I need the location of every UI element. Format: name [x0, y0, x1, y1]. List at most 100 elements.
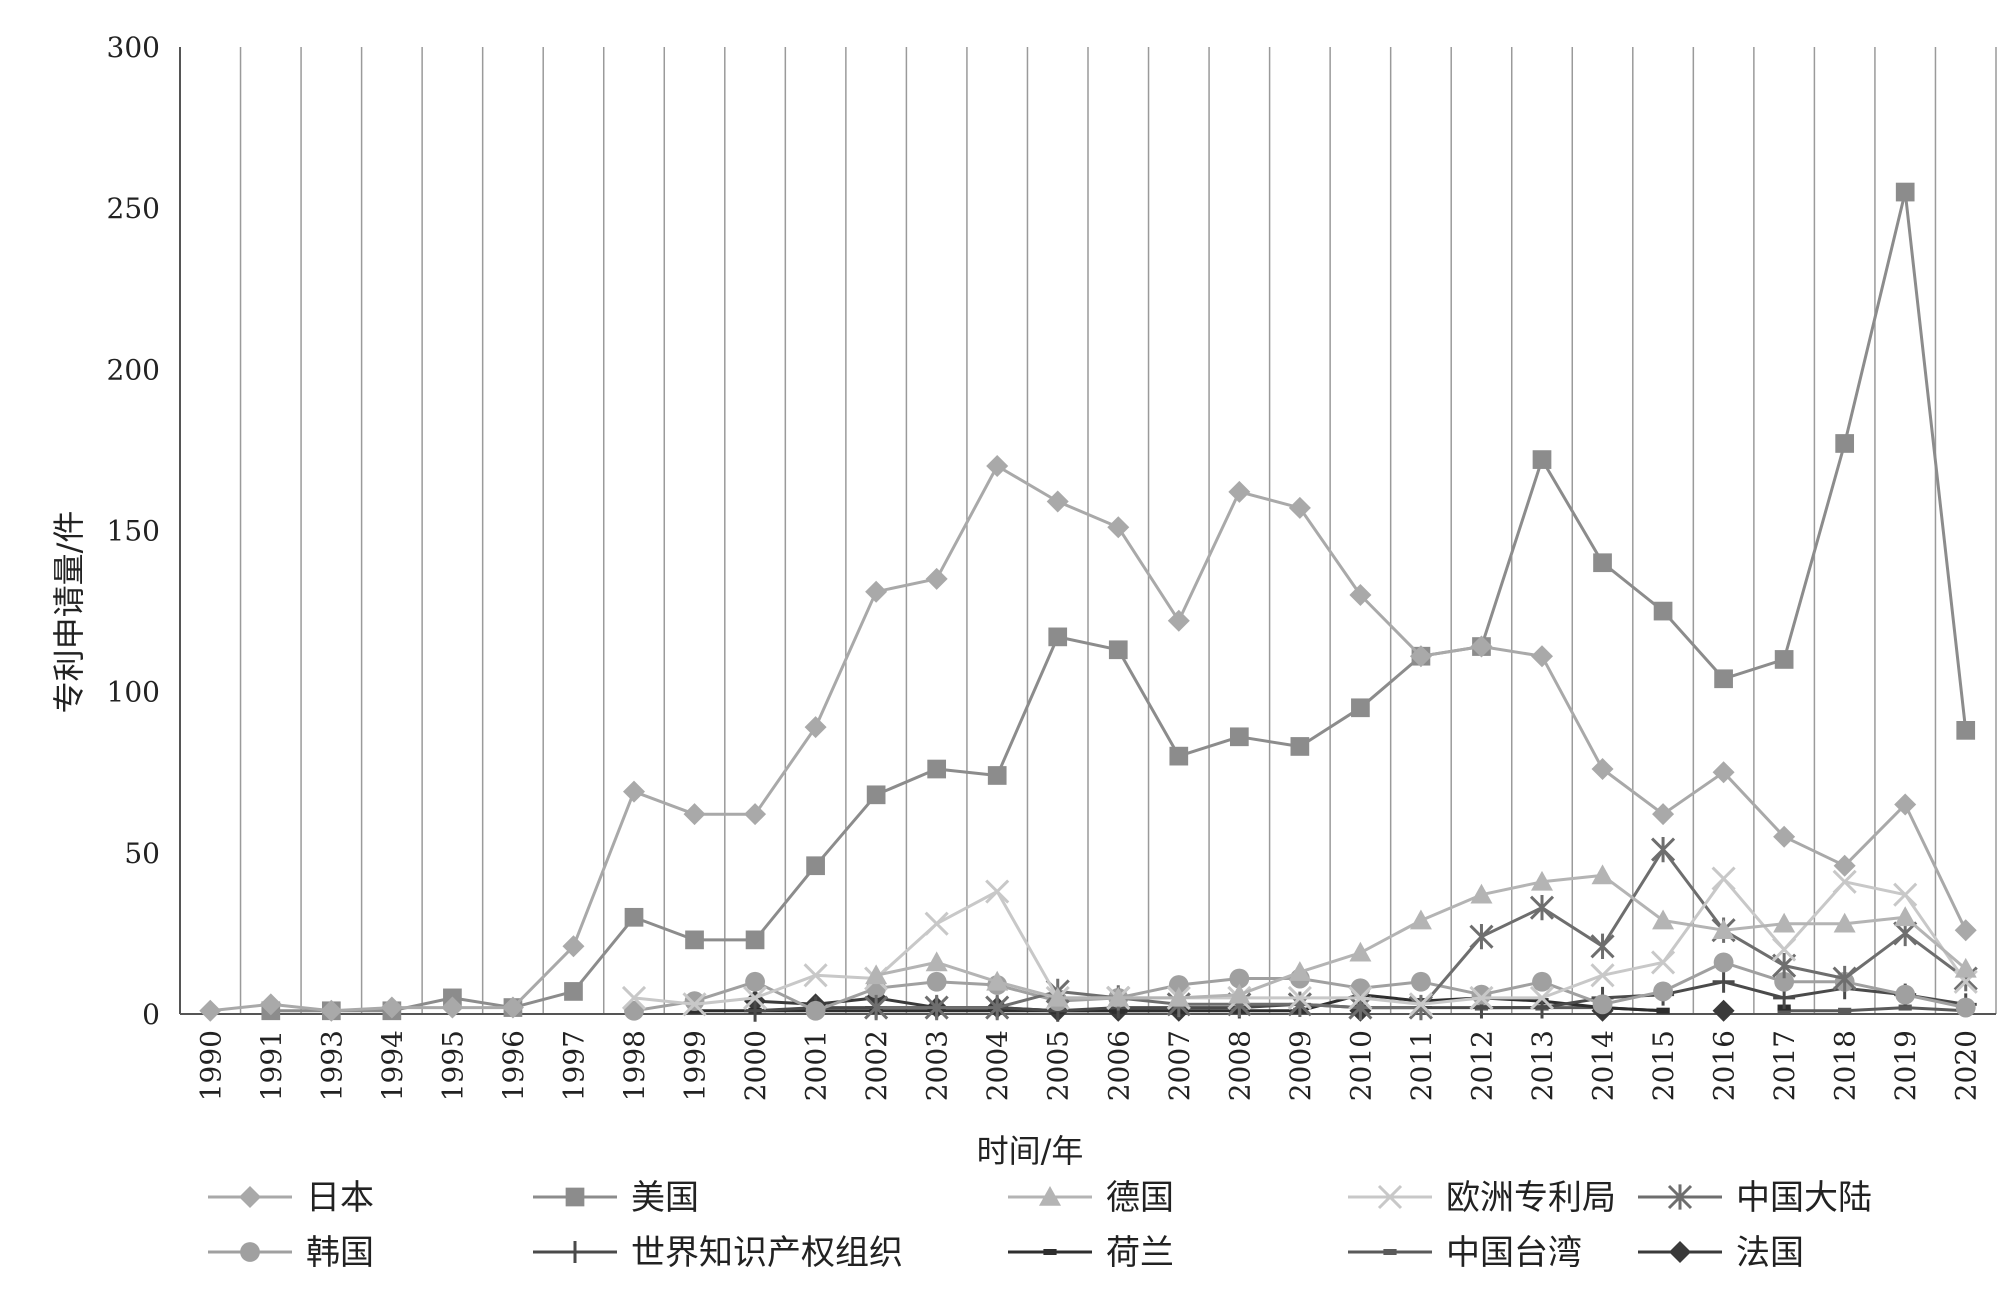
- data-point: [866, 785, 886, 805]
- legend-label: 中国台湾: [1446, 1233, 1582, 1273]
- data-point: [864, 994, 889, 1021]
- data-point: [199, 999, 222, 1022]
- y-axis-title: 专利申请量/件: [50, 511, 88, 714]
- x-tick-label: 1999: [679, 1030, 712, 1101]
- x-tick-label: 2009: [1284, 1030, 1317, 1101]
- x-tick-label: 2012: [1465, 1030, 1498, 1101]
- data-point: [1954, 957, 1977, 978]
- data-point: [1774, 971, 1795, 992]
- data-point: [1046, 986, 1069, 1007]
- x-tick-label: 1994: [376, 1030, 409, 1101]
- data-point: [1592, 994, 1613, 1015]
- data-point: [1351, 698, 1370, 718]
- legend-label: 德国: [1106, 1178, 1174, 1218]
- data-point: [684, 991, 705, 1012]
- series-美国: [261, 182, 1976, 1021]
- data-point: [621, 985, 647, 1010]
- x-tick-label: 2018: [1829, 1030, 1862, 1101]
- data-point: [1894, 793, 1917, 816]
- x-tick-label: 2016: [1708, 1030, 1741, 1101]
- x-tick-label: 2002: [860, 1030, 893, 1101]
- x-tick-label: 2004: [981, 1030, 1014, 1101]
- legend-marker: [240, 1242, 260, 1262]
- data-point: [1712, 970, 1735, 993]
- y-tick-label: 300: [107, 31, 160, 64]
- data-point: [1471, 984, 1492, 1005]
- data-point: [624, 1000, 644, 1021]
- data-point: [1652, 909, 1675, 930]
- x-tick-label: 2017: [1768, 1030, 1801, 1101]
- legend-marker: [1377, 1184, 1403, 1210]
- series-line: [270, 190, 1968, 1013]
- legend-label: 欧洲专利局: [1446, 1178, 1616, 1218]
- data-point: [1409, 909, 1432, 930]
- data-point: [1832, 965, 1857, 992]
- data-point: [985, 994, 1010, 1021]
- data-point: [1349, 941, 1372, 962]
- data-point: [865, 964, 888, 985]
- data-point: [1714, 669, 1733, 689]
- data-point: [1168, 975, 1189, 995]
- x-tick-label: 1998: [618, 1030, 651, 1101]
- legend-item: 世界知识产权组织: [533, 1233, 903, 1273]
- data-point: [1229, 727, 1249, 747]
- data-point: [1712, 999, 1735, 1022]
- data-point: [1048, 627, 1068, 647]
- y-tick-label: 200: [107, 353, 160, 386]
- x-tick-label: 2010: [1344, 1030, 1377, 1101]
- x-tick-label: 1995: [436, 1030, 469, 1101]
- data-point: [1288, 961, 1311, 981]
- data-point: [1228, 983, 1251, 1004]
- data-point: [1167, 986, 1190, 1007]
- legend-item: 荷兰: [1008, 1233, 1174, 1273]
- data-point: [744, 999, 767, 1022]
- data-point: [1590, 933, 1615, 959]
- data-point: [926, 971, 947, 992]
- data-point: [925, 567, 948, 590]
- x-tick-label: 2005: [1042, 1030, 1075, 1101]
- data-point: [1409, 645, 1432, 668]
- x-axis-title: 时间/年: [977, 1132, 1084, 1170]
- legend-label: 日本: [306, 1178, 374, 1218]
- data-point: [1894, 906, 1917, 927]
- data-point: [1108, 640, 1128, 660]
- legend-marker: [1383, 1249, 1397, 1255]
- legend-item: 中国大陆: [1638, 1178, 1872, 1218]
- x-tick-label: 2003: [921, 1030, 954, 1101]
- data-point: [1469, 923, 1494, 950]
- data-point: [1838, 1007, 1852, 1014]
- series-德国: [865, 864, 1977, 1007]
- data-point: [1411, 971, 1431, 992]
- x-tick-label: 1996: [497, 1030, 530, 1101]
- axis-layer: 0 50 100 150 200 250 300 1990 1991 1993 1994 1995 19…: [107, 31, 1996, 1101]
- legend-label: 中国大陆: [1736, 1178, 1872, 1218]
- x-tick-label: 2011: [1405, 1030, 1438, 1101]
- data-point: [1895, 984, 1916, 1005]
- legend-marker: [1043, 1249, 1057, 1255]
- data-point: [1290, 737, 1310, 756]
- data-point: [745, 971, 765, 992]
- data-point: [1833, 854, 1856, 877]
- data-point: [1652, 803, 1675, 826]
- x-tick-label: 2007: [1163, 1030, 1196, 1101]
- data-point: [320, 999, 343, 1022]
- data-point: [924, 994, 949, 1021]
- data-point: [1408, 994, 1433, 1021]
- data-point: [927, 759, 947, 779]
- data-point: [1713, 952, 1734, 973]
- data-point: [1833, 912, 1856, 933]
- data-point: [986, 970, 1009, 991]
- data-point: [1712, 919, 1735, 939]
- data-point: [1956, 720, 1976, 740]
- data-point: [1287, 985, 1312, 1010]
- data-point: [1348, 985, 1373, 1010]
- data-point: [804, 716, 827, 739]
- data-point: [1529, 894, 1555, 921]
- data-point: [1777, 1007, 1791, 1014]
- data-point: [564, 982, 583, 1001]
- data-point: [987, 766, 1007, 785]
- legend-label: 世界知识产权组织: [631, 1233, 903, 1273]
- y-tick-label: 100: [107, 676, 160, 709]
